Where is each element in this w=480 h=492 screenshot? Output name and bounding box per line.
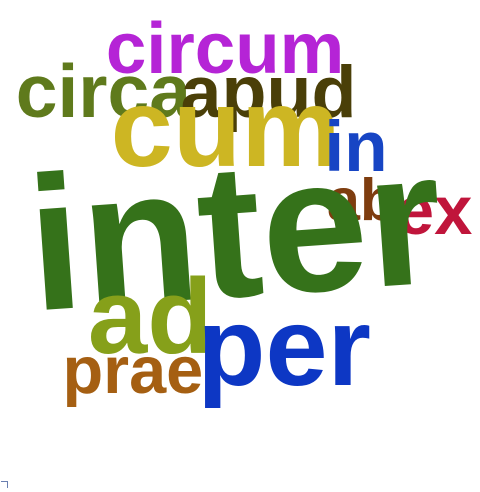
word-prae: prae (62, 333, 204, 408)
corner-marker (1, 481, 8, 488)
word-circum: circum (105, 8, 345, 90)
word-ab: ab (326, 165, 397, 233)
word-cum: cum (110, 65, 341, 191)
word-circa: circa (15, 49, 191, 134)
word-apud: apud (180, 50, 357, 134)
word-ex: ex (395, 171, 473, 249)
word-ad: ad (87, 255, 213, 376)
word-in: in (324, 107, 388, 187)
word-per: per (197, 284, 372, 410)
